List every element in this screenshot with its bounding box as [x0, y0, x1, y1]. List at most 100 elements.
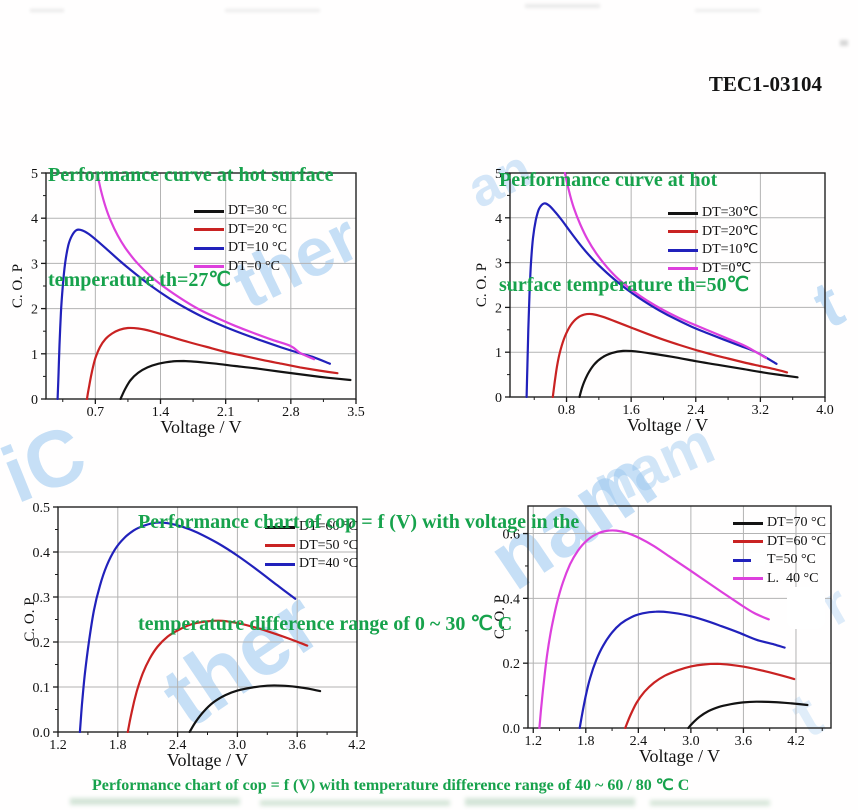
- legend-line-swatch: [265, 525, 295, 529]
- legend-line-swatch: [733, 577, 763, 581]
- svg-text:C. O. P: C. O. P: [474, 263, 490, 307]
- legend-item: DT=20 °C: [194, 221, 287, 240]
- svg-text:3.6: 3.6: [735, 734, 753, 749]
- svg-text:0.4: 0.4: [33, 546, 51, 561]
- svg-text:C. O. P: C. O. P: [10, 264, 26, 308]
- svg-text:2.4: 2.4: [169, 738, 187, 753]
- svg-text:3.0: 3.0: [682, 734, 700, 749]
- svg-text:5: 5: [31, 167, 38, 182]
- svg-text:4: 4: [495, 212, 502, 227]
- white-erase-patch: [751, 553, 765, 566]
- legend-label: DT=60 °C: [767, 533, 826, 549]
- svg-text:0.6: 0.6: [503, 528, 521, 543]
- svg-text:0.7: 0.7: [87, 405, 105, 420]
- legend-item: DT=60 °C: [265, 518, 358, 537]
- chart-dt40-70-legend: DT=70 °C DT=60 °C T=50 °C L. 40 °C: [733, 514, 826, 588]
- legend-line-swatch: [194, 209, 224, 213]
- chart-th50: 0.8 1.6 2.4 3.2 4.0 0 1 2 3 4 5 Voltage / V C. O. P: [474, 167, 834, 435]
- svg-text:0.0: 0.0: [503, 722, 521, 737]
- svg-text:3.0: 3.0: [229, 738, 247, 753]
- legend-label: DT=70 °C: [767, 515, 826, 531]
- cutoff-text-blur: [70, 798, 240, 805]
- title-middle-line2: temperature difference range of 0 ~ 30 ℃…: [138, 613, 513, 635]
- svg-text:2.1: 2.1: [217, 405, 235, 420]
- cutoff-text-blur: [650, 800, 770, 806]
- svg-text:0.4: 0.4: [503, 592, 521, 607]
- product-code: TEC1-03104: [708, 72, 822, 96]
- svg-text:3.5: 3.5: [347, 405, 365, 420]
- legend-item: DT=50 °C: [265, 537, 358, 556]
- svg-text:1.6: 1.6: [622, 403, 640, 418]
- legend-line-swatch: [733, 540, 763, 544]
- legend-label: DT=40 °C: [299, 556, 358, 572]
- legend-label: DT=20℃: [702, 223, 759, 239]
- svg-text:0: 0: [495, 391, 502, 406]
- svg-text:2.4: 2.4: [687, 403, 705, 418]
- svg-text:1.2: 1.2: [525, 734, 543, 749]
- svg-text:0.2: 0.2: [33, 636, 51, 651]
- svg-text:0.3: 0.3: [33, 591, 51, 606]
- scan-smudge: [695, 9, 760, 12]
- chart-th50-legend: DT=30℃ DT=20℃ DT=10℃ DT=0℃: [668, 204, 758, 278]
- legend-label: DT=20 °C: [228, 221, 287, 237]
- svg-text:3: 3: [495, 257, 502, 272]
- legend-item: DT=60 °C: [733, 533, 826, 552]
- legend-label: DT=0 °C: [228, 258, 280, 274]
- svg-text:2.8: 2.8: [282, 405, 300, 420]
- legend-item: DT=20℃: [668, 223, 758, 242]
- title-th50-line1: Performance curve at hot: [499, 169, 718, 191]
- svg-text:1.8: 1.8: [109, 738, 127, 753]
- legend-item: DT=40 °C: [265, 555, 358, 574]
- white-erase-patch: [787, 587, 825, 629]
- svg-text:Voltage / V: Voltage / V: [627, 415, 708, 435]
- svg-text:2.4: 2.4: [630, 734, 648, 749]
- chart-panel-th50: 0.8 1.6 2.4 3.2 4.0 0 1 2 3 4 5 Voltage / V C. O. P …: [472, 163, 858, 437]
- title-th27-line2: temperature th=27℃: [48, 269, 231, 291]
- svg-text:4.2: 4.2: [348, 738, 366, 753]
- svg-text:0.8: 0.8: [558, 403, 576, 418]
- chart-dt40-60: 1.2 1.8 2.4 3.0 3.6 4.2 0.0 0.1 0.2 0.3 0.4 0.5 Volt…: [22, 501, 366, 770]
- legend-line-swatch: [668, 211, 698, 215]
- legend-line-swatch: [668, 248, 698, 252]
- legend-item: DT=10 °C: [194, 239, 287, 258]
- legend-line-swatch: [668, 230, 698, 234]
- svg-text:Voltage / V: Voltage / V: [167, 750, 248, 770]
- cutoff-text-blur: [260, 800, 450, 806]
- legend-item: T=50 °C: [733, 551, 826, 570]
- title-middle-line1: Performance chart of cop = f (V) with vo…: [138, 511, 580, 533]
- legend-line-swatch: [265, 562, 295, 566]
- title-th27: Performance curve at hot surface tempera…: [48, 88, 333, 368]
- svg-text:3: 3: [31, 257, 38, 272]
- svg-text:C. O. P: C. O. P: [22, 597, 38, 641]
- legend-line-swatch: [194, 228, 224, 232]
- svg-text:4.2: 4.2: [787, 734, 805, 749]
- caption-bottom: Performance chart of cop = f (V) with te…: [92, 777, 690, 794]
- legend-label: L. 40 °C: [767, 570, 819, 586]
- scan-smudge: [840, 40, 848, 46]
- legend-item: DT=0 °C: [194, 258, 287, 277]
- legend-item: DT=30℃: [668, 204, 758, 223]
- svg-text:1: 1: [31, 348, 38, 363]
- svg-text:2: 2: [31, 303, 38, 318]
- legend-item: L. 40 °C: [733, 570, 826, 589]
- svg-text:3.2: 3.2: [752, 403, 770, 418]
- legend-line-swatch: [194, 246, 224, 250]
- svg-text:1.4: 1.4: [152, 405, 170, 420]
- svg-text:0.5: 0.5: [33, 501, 51, 516]
- svg-text:1.8: 1.8: [577, 734, 595, 749]
- svg-text:4: 4: [31, 212, 38, 227]
- svg-text:1.2: 1.2: [49, 738, 67, 753]
- svg-text:3.6: 3.6: [288, 738, 306, 753]
- legend-label: T=50 °C: [767, 552, 816, 568]
- legend-line-swatch: [668, 267, 698, 271]
- title-middle: Performance chart of cop = f (V) with vo…: [138, 437, 579, 709]
- legend-label: DT=0℃: [702, 260, 752, 276]
- title-th27-line1: Performance curve at hot surface: [48, 164, 334, 186]
- svg-text:2: 2: [495, 301, 502, 316]
- chart-panel-th27: 0.7 1.4 2.1 2.8 3.5 0 1 2 3 4 5 Voltage / V C. O. P …: [8, 163, 376, 437]
- scan-smudge: [30, 9, 64, 12]
- svg-text:0: 0: [31, 393, 38, 408]
- svg-text:Voltage / V: Voltage / V: [160, 417, 241, 437]
- chart-th27-legend: DT=30 °C DT=20 °C DT=10 °C DT=0 °C: [194, 202, 287, 276]
